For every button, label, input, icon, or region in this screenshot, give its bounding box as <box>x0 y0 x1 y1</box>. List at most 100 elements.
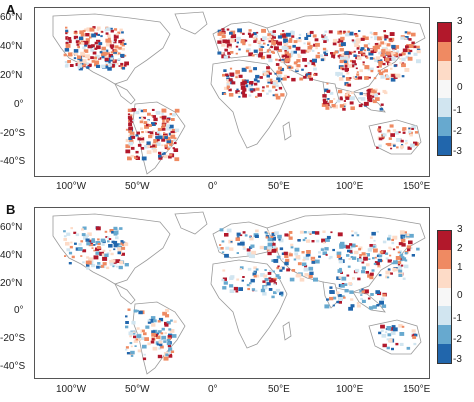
anomaly-cell <box>268 269 273 273</box>
anomaly-cell <box>379 300 384 305</box>
anomaly-cell <box>255 87 260 91</box>
anomaly-cell <box>344 289 349 293</box>
anomaly-cell <box>367 297 371 300</box>
anomaly-cell <box>356 73 360 76</box>
anomaly-cell <box>385 270 391 275</box>
anomaly-cell <box>408 130 412 134</box>
anomaly-cell <box>404 31 408 34</box>
anomaly-cell <box>275 95 281 100</box>
anomaly-cell <box>101 55 105 59</box>
anomaly-cell <box>277 41 282 46</box>
anomaly-cell <box>112 40 115 43</box>
anomaly-cell <box>284 51 289 55</box>
anomaly-cell <box>281 252 285 255</box>
anomaly-cell <box>124 61 129 66</box>
anomaly-cell <box>283 37 286 40</box>
anomaly-cell <box>108 238 112 240</box>
anomaly-cell <box>320 248 324 251</box>
anomaly-cell <box>324 304 330 309</box>
anomaly-cell <box>174 157 180 162</box>
anomaly-cell <box>401 75 405 78</box>
anomaly-cell <box>296 273 302 278</box>
anomaly-cell <box>248 285 251 287</box>
anomaly-cell <box>69 245 73 249</box>
anomaly-cell <box>256 31 259 34</box>
anomaly-cell <box>367 48 373 53</box>
anomaly-cell <box>413 45 417 49</box>
colorbar-segment <box>438 60 451 80</box>
anomaly-cell <box>105 38 111 43</box>
anomaly-cell <box>246 248 251 252</box>
anomaly-cell <box>140 109 144 113</box>
anomaly-cell <box>82 249 87 253</box>
anomaly-cell <box>248 52 253 57</box>
anomaly-cell <box>279 247 284 251</box>
anomaly-cell <box>93 56 97 60</box>
anomaly-cell <box>337 269 343 273</box>
anomaly-cell <box>283 41 287 44</box>
anomaly-cell <box>240 39 246 44</box>
anomaly-cell <box>229 284 234 288</box>
anomaly-cell <box>275 288 281 293</box>
anomaly-cell <box>298 37 301 39</box>
lon-tick: 50°W <box>125 181 150 192</box>
anomaly-cell <box>358 258 363 262</box>
anomaly-cell <box>143 109 147 113</box>
anomaly-cell <box>169 154 173 157</box>
anomaly-cell <box>405 45 409 49</box>
anomaly-cell <box>263 246 269 250</box>
anomaly-cell <box>113 232 118 236</box>
anomaly-cell <box>393 144 396 147</box>
anomaly-cell <box>100 238 106 243</box>
anomaly-cell <box>297 262 302 266</box>
anomaly-cell <box>156 138 160 142</box>
anomaly-cell <box>113 243 119 248</box>
anomaly-cell <box>337 232 343 237</box>
anomaly-cell <box>301 68 304 71</box>
anomaly-cell <box>354 43 359 47</box>
anomaly-cell <box>242 247 246 250</box>
anomaly-cell <box>386 326 392 330</box>
anomaly-cell <box>94 41 98 45</box>
anomaly-cell <box>312 49 315 52</box>
anomaly-cell <box>229 247 234 251</box>
anomaly-cell <box>303 42 306 45</box>
anomaly-cell <box>392 327 398 332</box>
anomaly-cell <box>242 32 245 35</box>
anomaly-cell <box>85 62 89 65</box>
anomaly-cell <box>332 38 338 43</box>
anomaly-cell <box>81 233 86 237</box>
anomaly-cell <box>407 146 412 150</box>
anomaly-cell <box>158 317 164 322</box>
anomaly-cell <box>146 123 150 127</box>
anomaly-cell <box>101 64 106 69</box>
anomaly-cell <box>126 352 130 355</box>
anomaly-cell <box>253 266 257 270</box>
anomaly-cell <box>380 41 385 45</box>
anomaly-cell <box>324 36 328 39</box>
anomaly-cell <box>247 267 252 271</box>
anomaly-cell <box>163 132 166 134</box>
anomaly-cell <box>363 49 367 52</box>
anomaly-cell <box>224 253 229 258</box>
lat-tick: -40°S <box>0 156 26 167</box>
anomaly-cell <box>347 51 352 55</box>
anomaly-cell <box>356 47 360 50</box>
anomaly-cell <box>289 52 294 56</box>
anomaly-cell <box>383 30 386 33</box>
anomaly-cell <box>385 57 390 62</box>
anomaly-cell <box>413 141 418 146</box>
anomaly-cell <box>86 264 90 267</box>
anomaly-cell <box>387 142 392 147</box>
anomaly-cell <box>228 93 234 97</box>
anomaly-cell <box>97 238 100 241</box>
anomaly-cell <box>70 227 73 230</box>
anomaly-cell <box>273 277 277 281</box>
anomaly-cell <box>401 243 406 247</box>
anomaly-cell <box>125 321 129 324</box>
anomaly-cell <box>98 42 103 46</box>
anomaly-cell <box>77 58 81 61</box>
anomaly-cell <box>87 44 93 49</box>
colorbar-tick: -1 <box>453 313 462 324</box>
anomaly-cell <box>69 64 74 67</box>
